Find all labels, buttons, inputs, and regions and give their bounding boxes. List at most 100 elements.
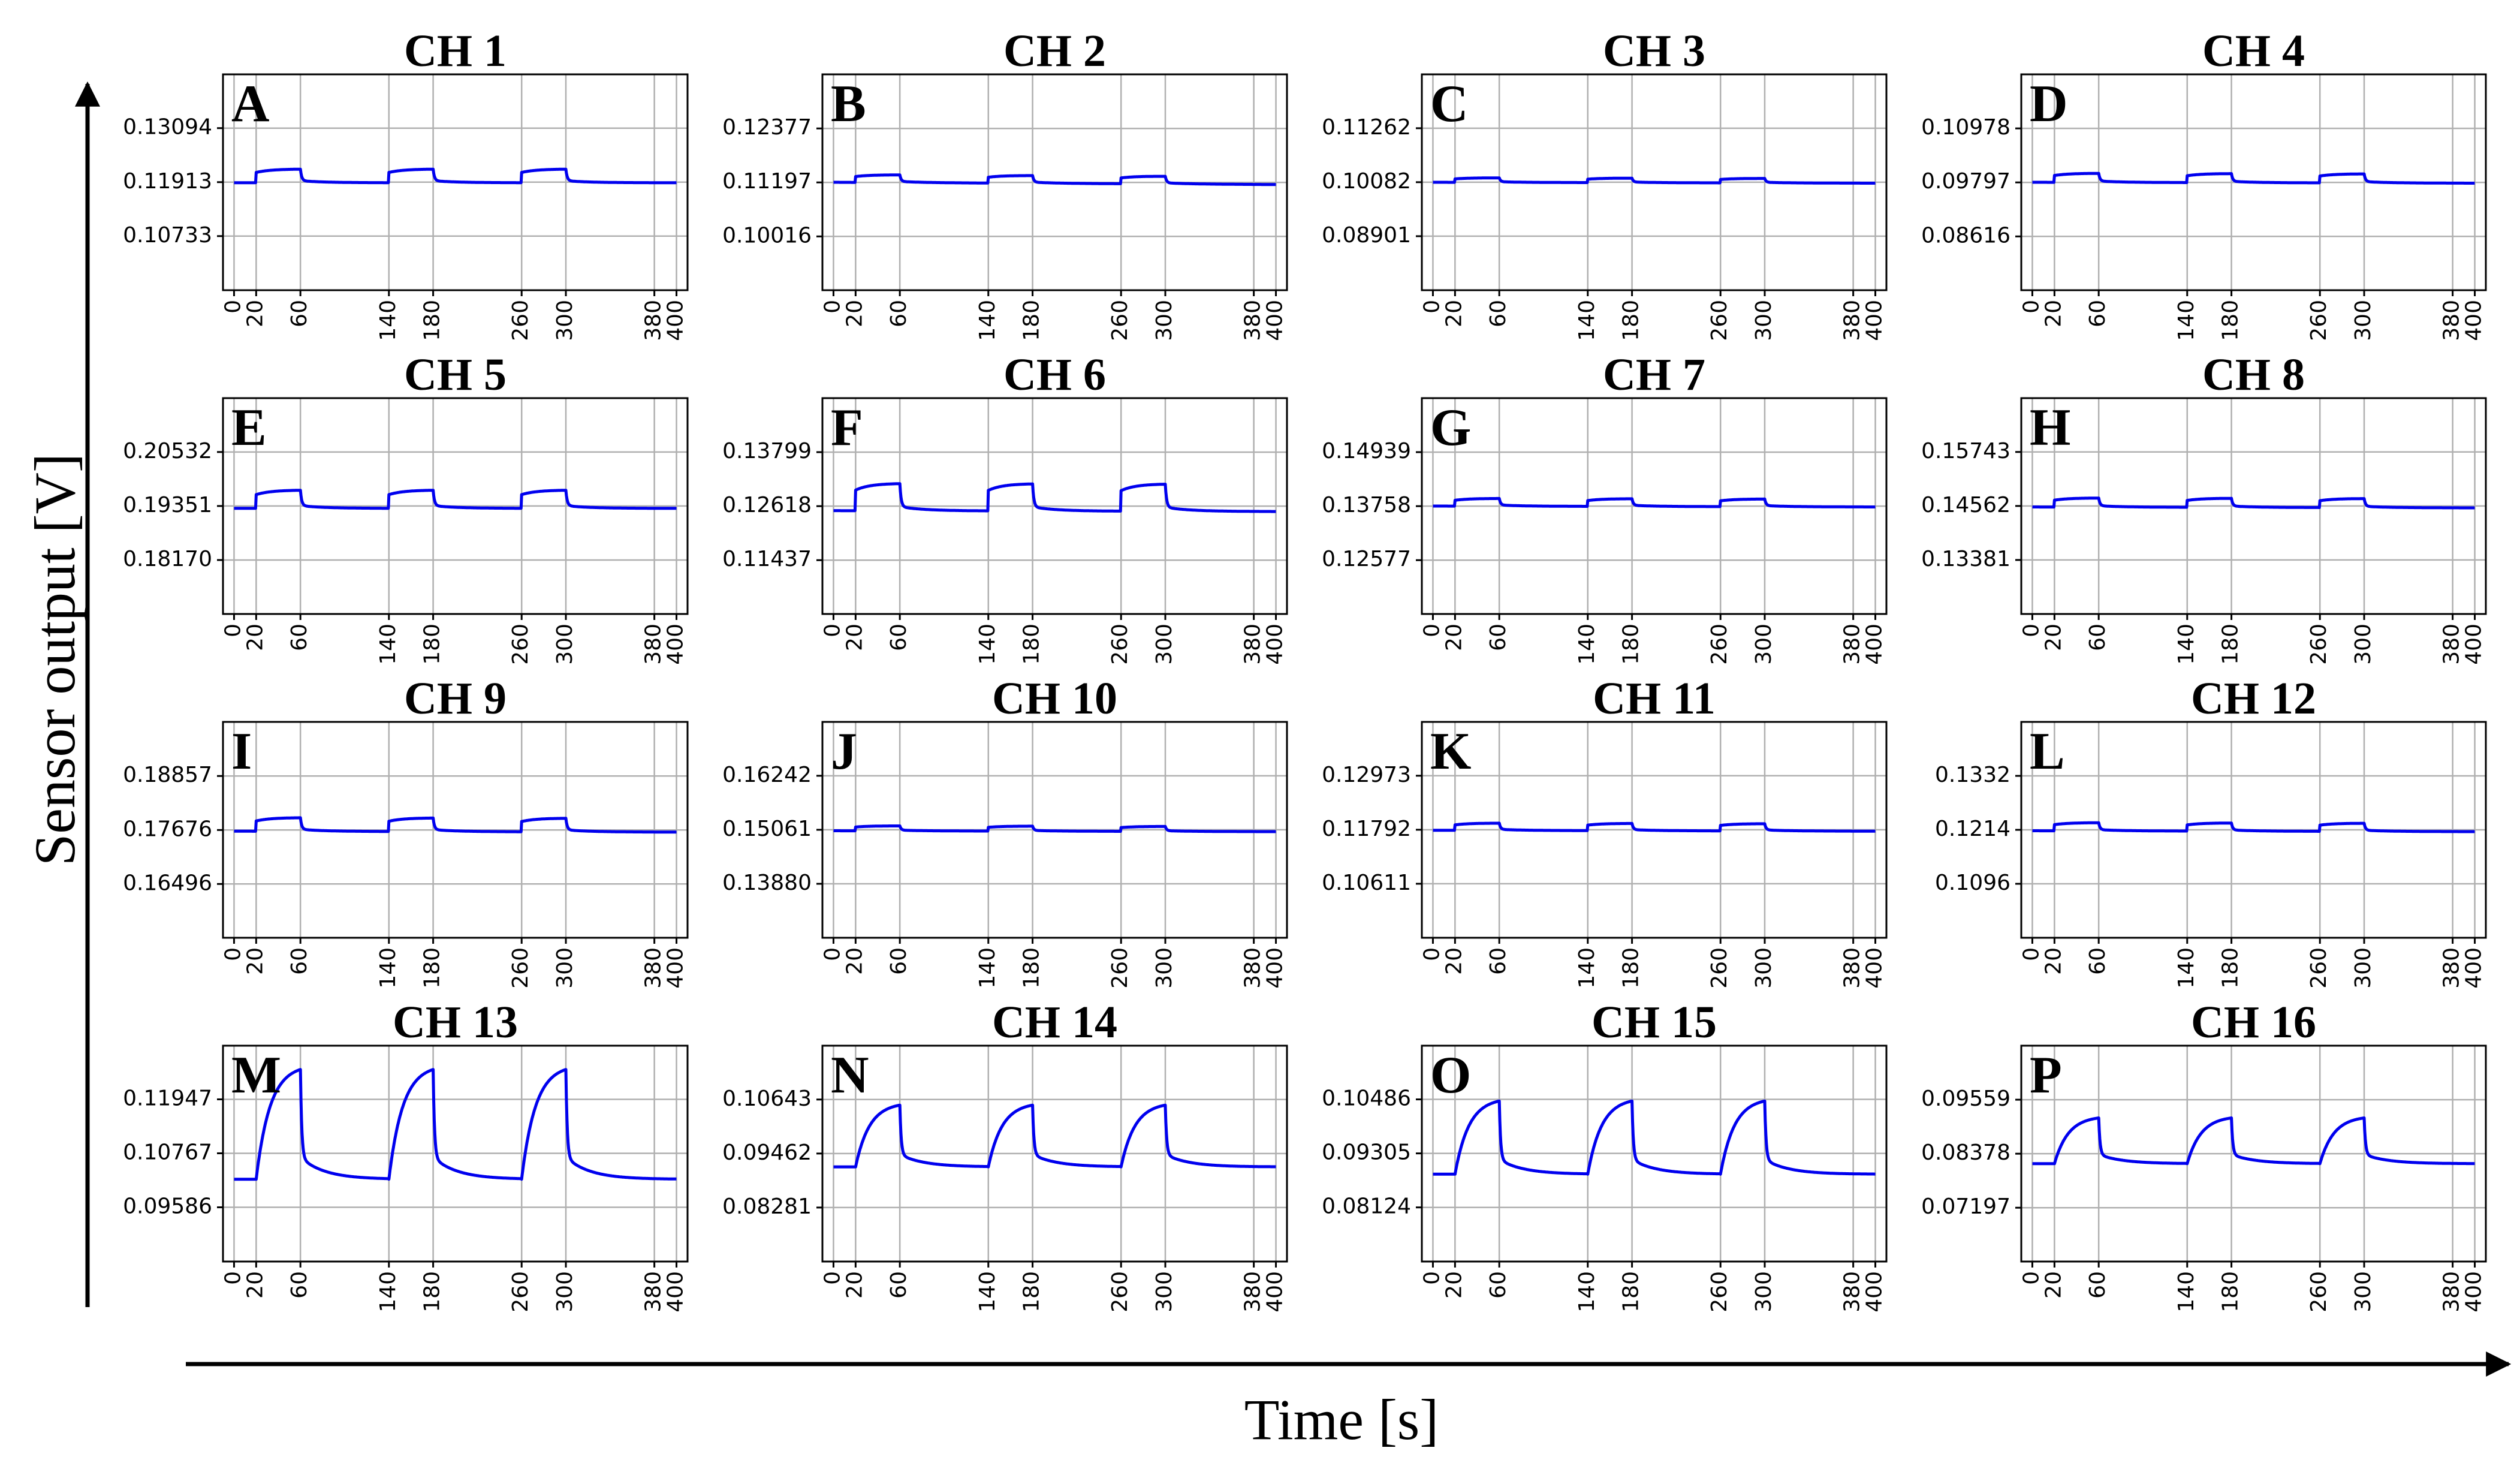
y-tick-label: 0.14562: [1921, 493, 2010, 517]
x-tick-label: 380: [2440, 300, 2464, 341]
x-tick-label: 180: [420, 947, 445, 989]
x-tick-label: 140: [376, 1271, 400, 1313]
x-tick-label: 400: [1263, 300, 1288, 341]
panel-letter: O: [1430, 1046, 1471, 1104]
y-tick-label: 0.10733: [123, 223, 212, 248]
x-tick-label: 140: [975, 300, 1000, 341]
x-tick-label: 20: [842, 947, 867, 975]
y-axis-title: Sensor output [V]: [23, 453, 87, 866]
x-tick-label: 380: [641, 300, 666, 341]
x-tick-label: 20: [2041, 624, 2066, 651]
x-tick-label: 0: [221, 947, 245, 961]
x-tick-label: 380: [641, 624, 666, 665]
x-tick-label: 140: [2174, 300, 2199, 341]
x-tick-label: 140: [975, 1271, 1000, 1313]
plot-frame: [222, 397, 689, 615]
x-tick-label: 20: [2041, 947, 2066, 975]
x-tick-label: 380: [1241, 947, 1265, 989]
y-tick-label: 0.14939: [1322, 439, 1411, 463]
x-tick-label: 300: [1152, 300, 1177, 341]
panel-title: CH 6: [1003, 350, 1106, 400]
panel-letter: F: [831, 399, 863, 457]
x-tick-label: 400: [1862, 1271, 1887, 1313]
x-tick-label: 60: [2085, 624, 2110, 651]
plot-frame: [2020, 73, 2487, 291]
x-tick-label: 140: [2174, 947, 2199, 989]
plot-frame: [222, 1044, 689, 1263]
plot-frame: [2020, 1044, 2487, 1263]
panel-letter: N: [831, 1046, 869, 1104]
series-line: [832, 1103, 1277, 1169]
x-tick-label: 60: [2085, 300, 2110, 327]
y-tick-label: 0.11792: [1322, 817, 1411, 841]
y-tick-label: 0.11947: [123, 1086, 212, 1110]
x-tick-label: 260: [508, 1271, 533, 1313]
x-tick-label: 0: [1419, 624, 1444, 637]
plot-frame: [1421, 1044, 1888, 1263]
panel-letter: D: [2030, 75, 2068, 133]
y-tick-label: 0.18857: [123, 763, 212, 787]
y-tick-label: 0.10611: [1322, 871, 1411, 895]
x-tick-label: 180: [420, 624, 445, 665]
x-tick-label: 180: [420, 300, 445, 341]
x-tick-label: 300: [2351, 300, 2376, 341]
panel-title: CH 8: [2202, 350, 2305, 400]
x-tick-label: 260: [2307, 624, 2331, 665]
x-tick-label: 400: [1862, 300, 1887, 341]
y-tick-label: 0.16242: [722, 763, 812, 787]
panel-letter: M: [231, 1046, 281, 1104]
x-tick-label: 60: [1486, 1271, 1511, 1299]
plot-frame: [2020, 397, 2487, 615]
series-line: [2031, 496, 2476, 510]
series-line: [2031, 821, 2476, 833]
y-tick-label: 0.13880: [722, 871, 812, 895]
series-line: [233, 816, 678, 834]
panel-title: CH 14: [992, 997, 1117, 1047]
series-line: [2031, 171, 2476, 185]
x-tick-label: 300: [2351, 624, 2376, 665]
series-line: [832, 173, 1277, 186]
x-tick-label: 300: [2351, 1271, 2376, 1313]
x-tick-label: 140: [975, 947, 1000, 989]
x-tick-label: 260: [1707, 947, 1732, 989]
panel-title: CH 16: [2191, 997, 2316, 1047]
plot-frame: [821, 73, 1288, 291]
x-tick-label: 300: [553, 300, 577, 341]
panel-letter: G: [1430, 399, 1471, 457]
x-tick-label: 140: [376, 947, 400, 989]
panel-title: CH 12: [2191, 673, 2316, 724]
x-tick-label: 60: [2085, 947, 2110, 975]
series-line: [1431, 821, 1877, 833]
x-tick-label: 140: [2174, 624, 2199, 665]
y-tick-label: 0.10016: [722, 223, 812, 248]
x-tick-label: 260: [2307, 947, 2331, 989]
x-tick-label: 300: [1752, 1271, 1776, 1313]
x-tick-label: 400: [2462, 624, 2486, 665]
plot-frame: [1421, 397, 1888, 615]
series-line: [1431, 176, 1877, 185]
y-tick-label: 0.12618: [722, 493, 812, 517]
y-tick-label: 0.13094: [123, 115, 212, 140]
plot-frame: [222, 721, 689, 939]
x-tick-label: 260: [1707, 1271, 1732, 1313]
y-tick-label: 0.09559: [1921, 1086, 2010, 1111]
x-tick-label: 380: [641, 947, 666, 989]
x-tick-label: 140: [975, 624, 1000, 665]
x-tick-label: 300: [2351, 947, 2376, 989]
x-tick-label: 180: [2218, 1271, 2243, 1313]
x-tick-label: 380: [1840, 947, 1865, 989]
x-tick-label: 0: [820, 624, 845, 637]
x-tick-label: 180: [1619, 624, 1644, 665]
x-tick-label: 20: [1442, 300, 1466, 327]
x-tick-label: 400: [664, 300, 688, 341]
x-tick-label: 60: [287, 624, 312, 651]
x-tick-label: 140: [1575, 1271, 1599, 1313]
y-tick-label: 0.13381: [1921, 547, 2010, 571]
plot-frame: [821, 1044, 1288, 1263]
x-tick-label: 60: [1486, 624, 1511, 651]
